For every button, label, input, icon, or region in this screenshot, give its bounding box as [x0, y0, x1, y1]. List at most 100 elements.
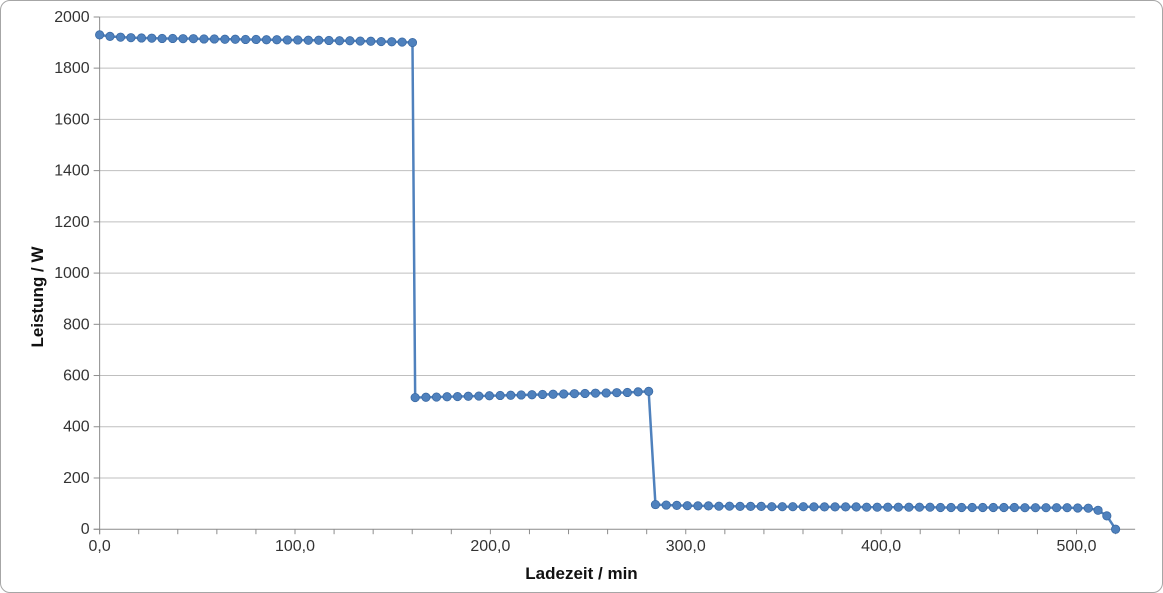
- data-point: [925, 502, 935, 512]
- data-point: [978, 502, 988, 513]
- data-point: [1041, 503, 1051, 513]
- y-axis-ticks: [93, 16, 100, 530]
- data-point: [230, 34, 240, 44]
- data-point: [95, 30, 105, 40]
- data-point: [622, 387, 632, 398]
- data-point: [1030, 503, 1041, 513]
- data-point: [693, 501, 703, 511]
- y-tick-label: 200: [63, 470, 90, 487]
- y-axis-title: Leistung / W: [28, 245, 47, 348]
- data-point: [126, 33, 136, 43]
- data-point: [1083, 503, 1093, 513]
- data-point: [355, 36, 365, 46]
- data-point: [788, 502, 798, 512]
- data-point: [314, 35, 324, 45]
- x-tick-label: 300,0: [666, 538, 706, 555]
- data-point: [178, 34, 188, 44]
- data-point: [293, 35, 303, 45]
- data-point: [431, 392, 442, 402]
- y-tick-label: 1400: [54, 163, 90, 180]
- y-tick-label: 1000: [54, 265, 90, 282]
- y-tick-label: 0: [81, 521, 90, 538]
- data-point: [703, 501, 714, 511]
- data-point: [580, 388, 590, 399]
- data-point: [1111, 524, 1121, 534]
- data-point: [988, 502, 998, 513]
- data-point: [893, 502, 903, 512]
- data-point: [682, 501, 692, 511]
- data-point: [819, 502, 830, 512]
- data-point: [272, 35, 282, 45]
- data-point: [397, 37, 407, 47]
- data-point: [495, 390, 505, 401]
- data-point: [935, 502, 946, 513]
- data-point: [735, 501, 745, 511]
- data-point: [957, 502, 967, 513]
- data-point: [147, 33, 157, 43]
- data-point: [527, 390, 537, 400]
- data-point: [136, 33, 147, 43]
- data-point: [904, 502, 914, 512]
- data-point: [914, 502, 925, 512]
- data-point: [334, 36, 345, 46]
- data-point: [809, 502, 819, 512]
- x-axis-ticks: [99, 529, 1117, 535]
- data-point: [1052, 503, 1062, 513]
- data-point: [798, 502, 808, 512]
- data-point: [452, 391, 463, 402]
- data-point: [188, 34, 198, 44]
- data-point: [612, 388, 622, 398]
- data-point: [777, 502, 787, 512]
- data-point: [1062, 503, 1072, 513]
- data-point: [1009, 502, 1019, 513]
- data-point: [851, 502, 861, 512]
- y-tick-label: 800: [63, 316, 90, 333]
- data-point: [484, 391, 494, 401]
- data-point: [756, 501, 766, 511]
- data-point: [251, 34, 261, 45]
- data-point: [590, 388, 601, 398]
- data-point: [1020, 503, 1030, 513]
- data-point: [1093, 505, 1103, 515]
- data-point: [967, 502, 977, 513]
- data-point: [650, 500, 661, 510]
- data-point: [366, 36, 376, 46]
- data-point: [883, 502, 893, 512]
- data-point: [407, 37, 418, 48]
- data-point: [862, 502, 872, 512]
- data-point: [724, 501, 735, 511]
- data-point: [714, 501, 724, 511]
- data-point: [644, 386, 654, 396]
- data-point: [767, 502, 777, 512]
- y-tick-label: 1800: [54, 60, 90, 77]
- data-point: [261, 35, 272, 45]
- data-point: [1073, 503, 1083, 513]
- data-point: [220, 34, 230, 44]
- x-axis-labels: 0,0 100,0 200,0 300,0 400,0 500,0: [89, 538, 1097, 555]
- data-point: [282, 35, 292, 45]
- y-tick-label: 2000: [54, 9, 90, 26]
- axes: [93, 16, 1136, 535]
- data-point: [345, 36, 355, 46]
- data-point: [303, 35, 313, 45]
- y-axis-labels: 0 200 400 600 800 1000 1200 1400 1600 1800 2000: [54, 9, 90, 538]
- data-point: [376, 36, 386, 47]
- data-point: [569, 389, 580, 399]
- data-point: [410, 392, 420, 403]
- data-point: [199, 34, 209, 44]
- data-point: [387, 37, 397, 47]
- data-point: [661, 500, 671, 510]
- data-point: [157, 33, 167, 44]
- series-leistung: [95, 30, 1121, 534]
- data-point: [672, 500, 682, 510]
- data-point: [324, 35, 334, 46]
- data-point: [463, 391, 473, 401]
- data-point: [537, 389, 548, 400]
- data-point: [209, 34, 219, 44]
- data-point: [746, 501, 756, 511]
- data-point: [516, 390, 526, 400]
- data-point: [506, 390, 516, 400]
- x-axis-title: Ladezeit / min: [525, 564, 638, 583]
- data-point: [999, 502, 1009, 513]
- data-point: [105, 31, 115, 41]
